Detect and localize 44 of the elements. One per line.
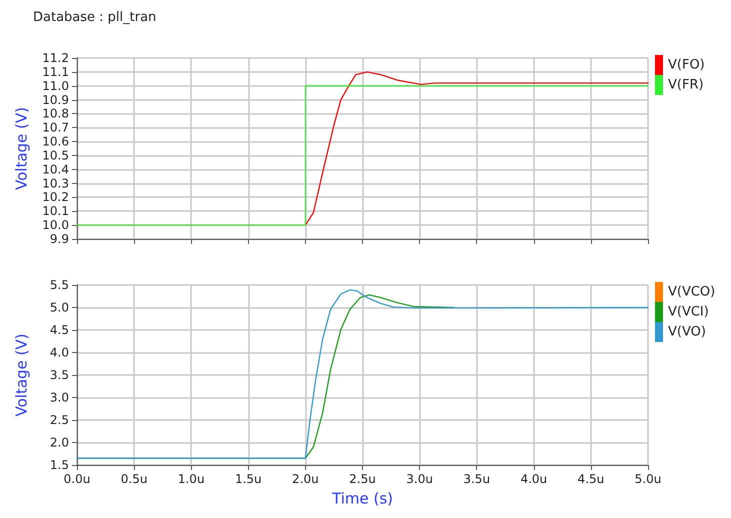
x-tick-label: 3.5u [463,472,490,486]
y-tick-label: 10.5 [42,148,69,162]
x-tick-label: 1.0u [178,472,205,486]
y-tick-label: 10.3 [42,176,69,190]
y-tick-label: 5.0 [50,300,69,314]
y-tick-label: 10.9 [42,92,69,107]
legend-label: V(VO) [668,324,706,340]
y-tick-label: 1.5 [50,458,69,472]
y-tick-label: 11.1 [42,64,69,79]
y-tick-label: 10.7 [42,120,69,135]
x-tick-label: 0.5u [120,472,148,486]
y-tick-label: 11.0 [42,78,69,93]
legend-label: V(VCO) [668,284,716,300]
line-series [76,289,649,459]
y-tick-label: 2.5 [50,413,69,427]
legend-label: V(FO) [668,58,705,72]
x-tick-label: 2.5u [349,472,376,486]
y-tick-label: 3.0 [50,390,69,404]
y-tick-label: 10.2 [42,190,69,204]
chart-title: Database : pll_tran [33,10,156,25]
y-tick-label: 10.8 [42,106,69,121]
legend-label: V(FR) [668,78,704,92]
x-tick-label: 1.5u [234,472,262,486]
y-tick-label: 10.4 [42,162,69,176]
y-tick-label: 9.9 [50,232,69,246]
x-tick-label: 3.0u [406,472,433,486]
x-tick-label: 4.5u [578,472,604,486]
y-tick-label: 4.5 [50,323,69,337]
y-tick-label: 10.0 [42,218,69,232]
x-tick-label: 4.0u [520,472,548,486]
x-tick-label: 5.0u [634,472,662,486]
y-tick-label: 5.5 [50,278,69,292]
y-axis-title: Voltage (V) [12,107,30,190]
x-tick-label: 2.0u [292,472,319,486]
x-axis-title: Time (s) [331,490,393,508]
y-tick-label: 10.6 [42,134,69,149]
y-tick-label: 11.2 [42,51,69,65]
y-tick-label: 2.0 [50,436,69,450]
y-axis-title: Voltage (V) [12,334,30,416]
legend-label: V(VCI) [668,304,709,320]
y-tick-label: 10.1 [42,204,69,218]
y-tick-label: 3.5 [50,368,69,382]
x-tick-label: 0.0u [64,472,90,486]
y-tick-label: 4.0 [50,346,69,360]
